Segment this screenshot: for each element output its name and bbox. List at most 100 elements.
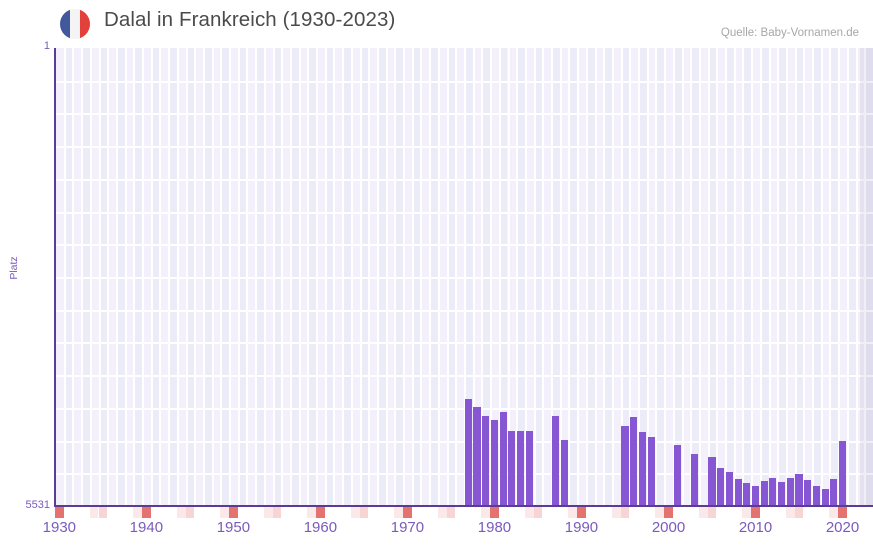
bar-1979[interactable]: [482, 415, 490, 506]
bar-1980[interactable]: [490, 419, 498, 506]
bar-1978[interactable]: [473, 407, 481, 506]
x-tick-1970: [403, 507, 412, 518]
bar-1987[interactable]: [551, 416, 559, 506]
gridline-vertical: [447, 48, 449, 506]
bar-2005[interactable]: [708, 457, 716, 506]
x-tick-1985: [533, 507, 543, 518]
gridline-vertical: [742, 48, 744, 506]
gridline-vertical: [212, 48, 214, 506]
bar-1995[interactable]: [621, 425, 629, 506]
gridline-vertical: [534, 48, 536, 506]
gridline-vertical: [368, 48, 370, 506]
bar-1988[interactable]: [560, 439, 568, 506]
bar-2007[interactable]: [725, 471, 733, 506]
gridline-vertical: [725, 48, 727, 506]
gridline-vertical: [803, 48, 805, 506]
vertical-gridlines: [55, 48, 873, 506]
gridline-vertical: [412, 48, 414, 506]
y-axis-line: [54, 48, 56, 507]
gridline-vertical: [542, 48, 544, 506]
gridline-vertical: [386, 48, 388, 506]
gridline-vertical: [812, 48, 814, 506]
x-tick-label-1940: 1940: [129, 519, 164, 536]
gridline-vertical: [716, 48, 718, 506]
x-tick-2005: [707, 507, 717, 518]
gridline-vertical: [125, 48, 127, 506]
chart-header: Dalal in Frankreich (1930-2023) Quelle: …: [0, 0, 873, 42]
gridline-vertical: [621, 48, 623, 506]
gridline-vertical: [847, 48, 849, 506]
bar-2003[interactable]: [691, 453, 699, 506]
gridline-vertical: [508, 48, 510, 506]
bar-2018[interactable]: [821, 488, 829, 506]
bar-1996[interactable]: [630, 417, 638, 506]
x-tick-1935: [98, 507, 108, 518]
bar-1983[interactable]: [516, 430, 525, 506]
bar-2009[interactable]: [743, 482, 751, 506]
gridline-vertical: [595, 48, 597, 506]
gridline-vertical: [473, 48, 475, 506]
bar-2012[interactable]: [769, 477, 777, 506]
x-tick-2015: [794, 507, 804, 518]
bar-2019[interactable]: [830, 479, 838, 506]
x-tick-1940: [142, 507, 151, 518]
x-tick-1955: [272, 507, 282, 518]
bar-1984[interactable]: [525, 430, 533, 506]
gridline-vertical: [481, 48, 483, 506]
gridline-vertical: [560, 48, 562, 506]
gridline-vertical: [325, 48, 327, 506]
chart-plot-area: [55, 48, 873, 506]
bar-2001[interactable]: [673, 444, 681, 506]
bar-2011[interactable]: [760, 481, 768, 506]
x-tick-label-1960: 1960: [303, 519, 338, 536]
gridline-vertical: [64, 48, 66, 506]
gridline-vertical: [760, 48, 762, 506]
x-tick-label-1970: 1970: [390, 519, 425, 536]
bar-2006[interactable]: [717, 467, 725, 506]
y-axis-top-label: 1: [43, 40, 50, 52]
x-tick-1979: [481, 507, 491, 518]
bar-2016[interactable]: [804, 480, 812, 506]
bar-2015[interactable]: [795, 474, 803, 506]
gridline-vertical: [673, 48, 675, 506]
x-tick-1969: [394, 507, 404, 518]
gridline-vertical: [603, 48, 605, 506]
gridline-vertical: [516, 48, 518, 506]
x-tick-2014: [785, 507, 795, 518]
gridline-vertical: [360, 48, 362, 506]
gridline-vertical: [795, 48, 797, 506]
bar-1997[interactable]: [638, 432, 646, 506]
bar-1977[interactable]: [464, 399, 472, 506]
bar-2017[interactable]: [812, 486, 820, 506]
x-tick-1994: [611, 507, 621, 518]
gridline-vertical: [229, 48, 231, 506]
gridline-vertical: [829, 48, 831, 506]
x-axis-tick-labels: 1930 1940 1950 1960 1970 1980 1990 2000 2010 2020: [0, 519, 873, 543]
x-tick-1939: [133, 507, 142, 518]
gridline-vertical: [107, 48, 109, 506]
bar-2010[interactable]: [751, 486, 760, 506]
gridline-vertical: [220, 48, 222, 506]
bar-2013[interactable]: [778, 481, 786, 506]
gridline-vertical: [629, 48, 631, 506]
gridline-vertical: [734, 48, 736, 506]
bar-2008[interactable]: [734, 479, 742, 506]
x-tick-1949: [220, 507, 230, 518]
x-tick-label-2010: 2010: [738, 519, 773, 536]
bar-series: [55, 48, 873, 506]
bar-1982[interactable]: [508, 430, 516, 506]
gridline-vertical: [586, 48, 588, 506]
x-axis-line: [55, 505, 873, 507]
bar-1998[interactable]: [647, 437, 655, 506]
bar-1981[interactable]: [499, 411, 507, 506]
x-tick-2004: [698, 507, 708, 518]
x-tick-2000: [664, 507, 673, 518]
gridline-vertical: [786, 48, 788, 506]
gridline-vertical: [420, 48, 422, 506]
x-tick-label-1980: 1980: [477, 519, 512, 536]
x-tick-1950: [229, 507, 238, 518]
gridline-vertical: [490, 48, 492, 506]
x-tick-label-1990: 1990: [564, 519, 599, 536]
bar-2014[interactable]: [786, 477, 794, 506]
bar-2020[interactable]: [838, 440, 847, 506]
